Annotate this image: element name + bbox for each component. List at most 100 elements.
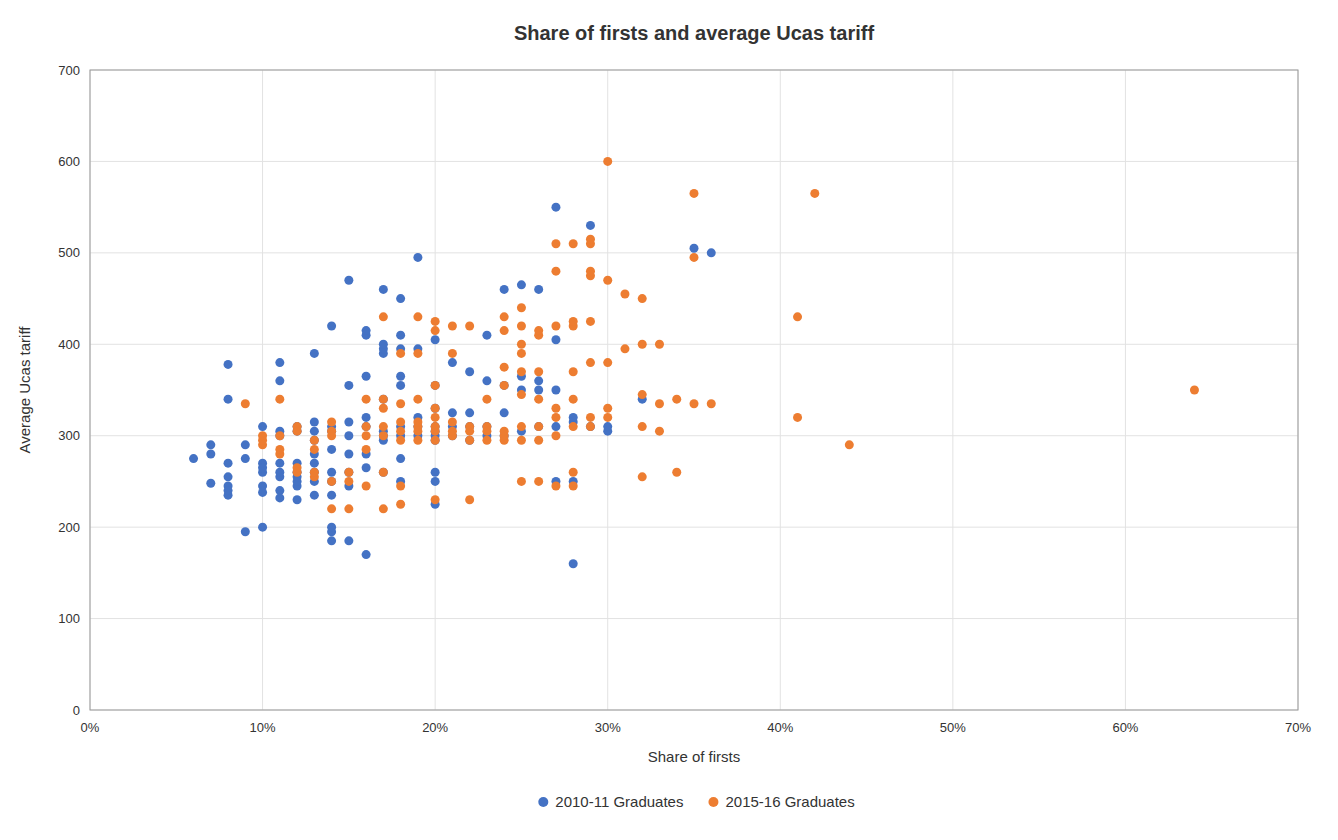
scatter-point bbox=[482, 376, 491, 385]
scatter-point bbox=[327, 468, 336, 477]
scatter-point bbox=[465, 322, 474, 331]
scatter-point bbox=[327, 322, 336, 331]
scatter-point bbox=[431, 335, 440, 344]
scatter-point bbox=[275, 376, 284, 385]
scatter-point bbox=[551, 413, 560, 422]
scatter-point bbox=[362, 445, 371, 454]
scatter-point bbox=[793, 413, 802, 422]
scatter-point bbox=[569, 413, 578, 422]
scatter-point bbox=[551, 404, 560, 413]
scatter-point bbox=[1190, 386, 1199, 395]
scatter-point bbox=[482, 436, 491, 445]
scatter-point bbox=[431, 404, 440, 413]
scatter-point bbox=[327, 445, 336, 454]
scatter-point bbox=[344, 468, 353, 477]
y-tick-label: 700 bbox=[58, 63, 80, 78]
y-grid-line bbox=[90, 435, 1298, 436]
y-tick-label: 600 bbox=[58, 154, 80, 169]
scatter-point bbox=[344, 450, 353, 459]
scatter-point bbox=[551, 322, 560, 331]
scatter-point bbox=[413, 395, 422, 404]
scatter-point bbox=[275, 468, 284, 477]
legend: 2010-11 Graduates2015-16 Graduates bbox=[538, 793, 854, 810]
plot-background bbox=[90, 70, 1298, 710]
grid bbox=[90, 70, 1298, 710]
scatter-point bbox=[482, 331, 491, 340]
legend-marker bbox=[538, 797, 548, 807]
scatter-point bbox=[655, 399, 664, 408]
scatter-point bbox=[344, 431, 353, 440]
scatter-point bbox=[500, 381, 509, 390]
scatter-point bbox=[603, 413, 612, 422]
scatter-point bbox=[396, 372, 405, 381]
scatter-point bbox=[569, 239, 578, 248]
scatter-point bbox=[500, 312, 509, 321]
scatter-point bbox=[206, 450, 215, 459]
x-grid-line bbox=[435, 70, 436, 710]
scatter-point bbox=[362, 413, 371, 422]
scatter-point bbox=[327, 427, 336, 436]
scatter-point bbox=[310, 468, 319, 477]
scatter-point bbox=[551, 335, 560, 344]
scatter-point bbox=[379, 468, 388, 477]
scatter-point bbox=[396, 500, 405, 509]
scatter-point bbox=[293, 422, 302, 431]
scatter-point bbox=[569, 367, 578, 376]
scatter-point bbox=[500, 363, 509, 372]
scatter-point bbox=[586, 317, 595, 326]
scatter-point bbox=[569, 559, 578, 568]
scatter-point bbox=[655, 427, 664, 436]
scatter-point bbox=[310, 445, 319, 454]
scatter-point bbox=[310, 427, 319, 436]
scatter-point bbox=[224, 472, 233, 481]
scatter-point bbox=[448, 408, 457, 417]
scatter-point bbox=[569, 468, 578, 477]
y-axis: 0100200300400500600700 bbox=[58, 63, 80, 718]
series-points bbox=[241, 157, 1199, 513]
scatter-point bbox=[690, 253, 699, 262]
scatter-point bbox=[310, 418, 319, 427]
scatter-point bbox=[275, 358, 284, 367]
scatter-point bbox=[258, 431, 267, 440]
scatter-point bbox=[379, 340, 388, 349]
scatter-point bbox=[534, 395, 543, 404]
scatter-point bbox=[672, 468, 681, 477]
scatter-point bbox=[431, 495, 440, 504]
scatter-point bbox=[327, 427, 336, 436]
y-tick-label: 300 bbox=[58, 428, 80, 443]
scatter-point bbox=[413, 253, 422, 262]
scatter-point bbox=[810, 189, 819, 198]
scatter-point bbox=[500, 326, 509, 335]
scatter-point bbox=[362, 422, 371, 431]
scatter-point bbox=[551, 431, 560, 440]
scatter-point bbox=[448, 358, 457, 367]
scatter-point bbox=[362, 463, 371, 472]
scatter-point bbox=[431, 413, 440, 422]
x-tick-label: 40% bbox=[767, 720, 793, 735]
scatter-point bbox=[327, 477, 336, 486]
y-tick-label: 100 bbox=[58, 611, 80, 626]
scatter-point bbox=[362, 326, 371, 335]
scatter-point bbox=[603, 404, 612, 413]
scatter-point bbox=[603, 276, 612, 285]
scatter-point bbox=[793, 312, 802, 321]
scatter-point bbox=[396, 418, 405, 427]
scatter-point bbox=[396, 294, 405, 303]
scatter-point bbox=[482, 422, 491, 431]
scatter-point bbox=[413, 312, 422, 321]
scatter-point bbox=[534, 326, 543, 335]
scatter-point bbox=[500, 427, 509, 436]
scatter-point bbox=[379, 431, 388, 440]
scatter-point bbox=[396, 427, 405, 436]
scatter-point bbox=[534, 477, 543, 486]
scatter-point bbox=[344, 536, 353, 545]
scatter-point bbox=[603, 422, 612, 431]
x-tick-label: 50% bbox=[940, 720, 966, 735]
y-grid-line bbox=[90, 618, 1298, 619]
scatter-point bbox=[551, 422, 560, 431]
scatter-point bbox=[517, 436, 526, 445]
scatter-point bbox=[517, 349, 526, 358]
scatter-point bbox=[482, 422, 491, 431]
scatter-point bbox=[224, 395, 233, 404]
scatter-point bbox=[224, 459, 233, 468]
